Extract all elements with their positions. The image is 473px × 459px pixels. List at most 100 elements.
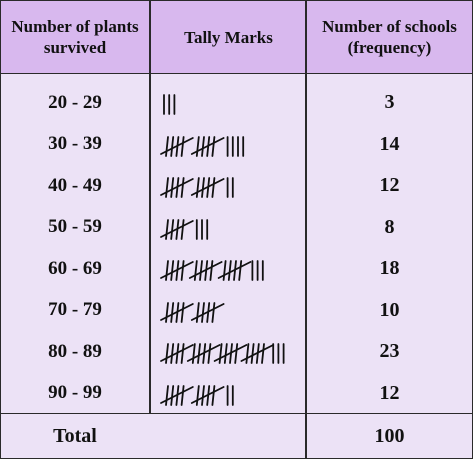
frequency-cell: 3 [384,91,395,113]
tally-stroke [195,301,200,323]
frequency-cell: 8 [384,215,395,238]
frequency-cell: 12 [379,381,400,404]
tally-marks [160,177,234,198]
table-row: 20 - 29 3 [1,82,472,123]
tally-stroke [195,135,200,157]
column-divider-2 [305,1,307,458]
tally-stroke [160,344,194,362]
tally-stroke [245,343,250,364]
tally-stroke [209,260,214,281]
tally-stroke [201,301,205,323]
tally-stroke [222,260,227,281]
tally-cell [152,165,305,206]
tally-stroke [199,260,203,281]
tally-stroke [217,261,252,279]
tally-stroke [165,177,169,198]
table-row: 80 - 89 23 [1,331,472,372]
tally-stroke [165,218,169,240]
table-row: 30 - 39 14 [1,124,472,165]
tally-stroke [213,344,248,362]
tally-stroke [180,384,185,406]
tally-stroke [180,343,185,364]
tally-stroke [188,261,223,279]
frequency-cell: 18 [379,257,400,279]
tally-cell [152,82,305,123]
tally-stroke [160,385,194,404]
table-row: 40 - 49 12 [1,165,472,206]
tally-stroke [238,260,243,281]
tally-stroke [211,301,216,323]
tally-cell [152,124,305,165]
tally-stroke [186,344,221,362]
tally-marks [160,384,234,406]
tally-stroke [211,177,216,198]
range-cell: 70 - 79 [48,299,102,320]
total-label: Total [53,425,97,447]
header-tally: Tally Marks [184,27,273,47]
tally-stroke [180,301,185,323]
tally-stroke [160,136,194,155]
tally-stroke [234,343,239,364]
tally-stroke [195,384,200,406]
range-cell: 80 - 89 [48,340,102,362]
tally-stroke [170,135,175,157]
total-value: 100 [374,425,405,447]
tally-stroke [190,302,225,321]
frequency-cell: 23 [379,340,400,362]
frequency-cell: 10 [379,298,400,321]
tally-stroke [261,343,265,364]
tally-stroke [165,135,169,157]
tally-stroke [211,135,216,157]
header-schools: Number of schools (frequency) [322,17,457,57]
tally-stroke [195,177,200,198]
tally-stroke [170,301,175,323]
total-row: Total 100 [1,413,472,459]
tally-stroke [165,301,169,323]
tally-stroke [170,343,175,364]
tally-stroke [165,384,169,406]
tally-stroke [201,384,205,406]
tally-marks [160,135,245,157]
range-cell: 60 - 69 [48,257,102,279]
range-cell: 20 - 29 [48,91,102,113]
frequency-cell: 14 [379,132,400,155]
tally-stroke [170,384,175,406]
header-plants: Number of plants survived [11,17,139,57]
table-row: 50 - 59 8 [1,207,472,248]
table-row: 90 - 99 12 [1,373,472,414]
tally-stroke [170,260,175,281]
tally-stroke [160,219,194,238]
tally-stroke [190,136,225,155]
table-header: Number of plants survived Tally Marks Nu… [1,1,472,74]
tally-stroke [180,135,185,157]
frequency-cell: 12 [379,174,400,196]
tally-stroke [165,260,169,281]
tally-marks [160,301,225,323]
tally-stroke [191,343,196,364]
tally-cell [152,207,305,248]
tally-cell [152,331,305,372]
tally-stroke [160,302,194,321]
tally-stroke [211,384,216,406]
tally-cell [152,290,305,331]
tally-stroke [180,260,185,281]
tally-cell [152,248,305,289]
tally-stroke [197,343,201,364]
tally-stroke [250,343,255,364]
tally-stroke [193,260,198,281]
tally-stroke [170,177,175,198]
range-cell: 40 - 49 [48,174,102,196]
tally-marks [160,218,209,240]
tally-stroke [160,261,194,279]
tally-cell [152,373,305,414]
tally-marks [160,260,264,281]
tally-stroke [165,343,169,364]
column-divider-1 [149,1,151,413]
range-cell: 30 - 39 [48,133,102,154]
tally-stroke [180,218,185,240]
tally-stroke [190,385,225,404]
tally-marks [160,343,285,364]
tally-stroke [190,178,225,196]
tally-stroke [160,178,194,196]
